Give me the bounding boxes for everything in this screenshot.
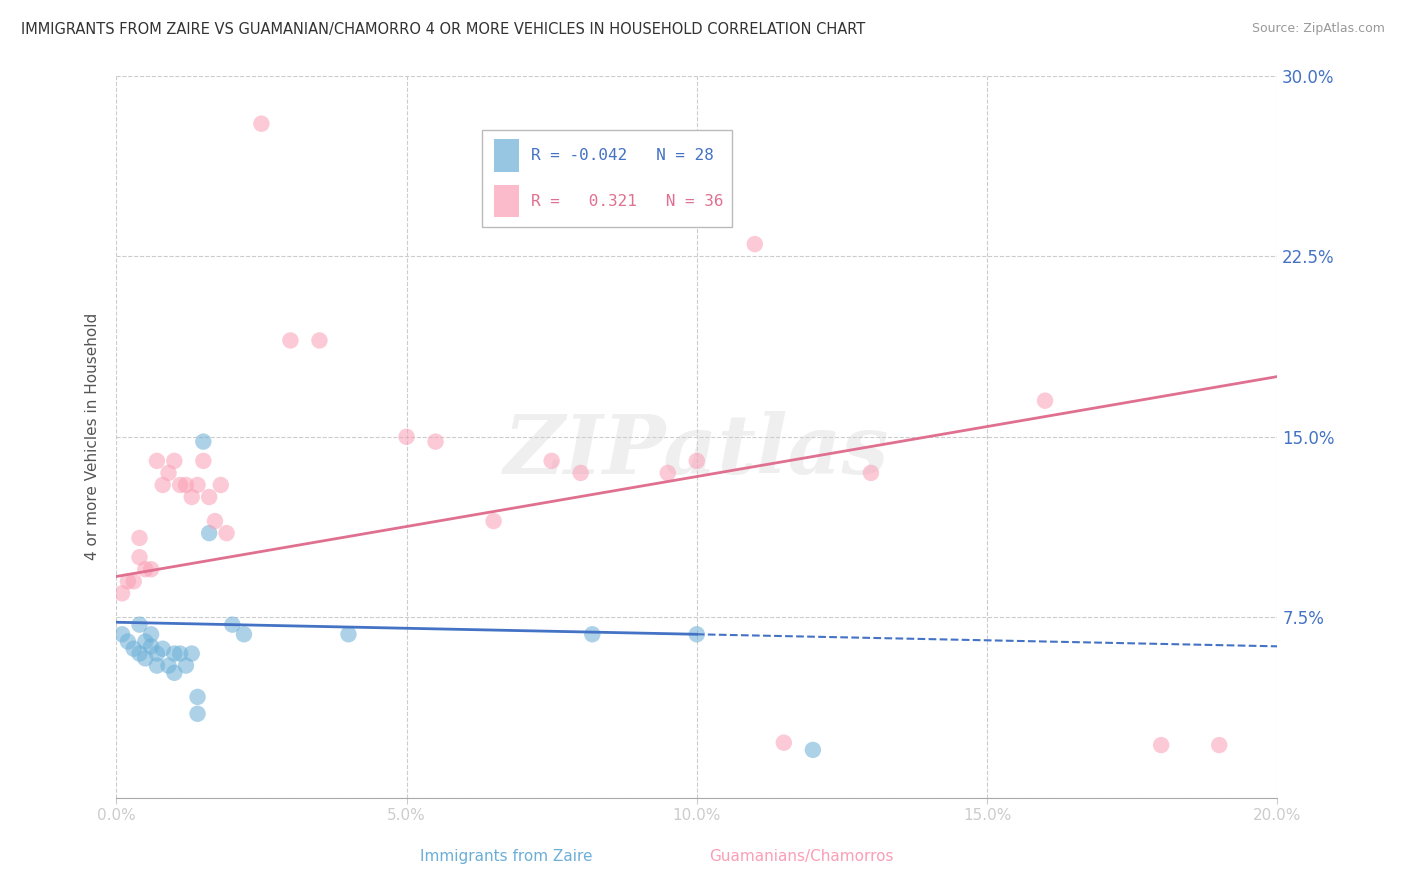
Point — [163, 647, 186, 661]
Point — [186, 690, 208, 704]
Text: R = -0.042   N = 28: R = -0.042 N = 28 — [530, 148, 714, 163]
Point — [198, 490, 221, 504]
Point — [180, 490, 202, 504]
Point — [337, 627, 360, 641]
Point — [1150, 738, 1173, 752]
Point — [152, 478, 174, 492]
Point — [1208, 738, 1230, 752]
Point — [146, 647, 169, 661]
Point — [152, 641, 174, 656]
Point — [174, 658, 197, 673]
Point — [221, 617, 243, 632]
Y-axis label: 4 or more Vehicles in Household: 4 or more Vehicles in Household — [86, 313, 100, 560]
Text: Immigrants from Zaire: Immigrants from Zaire — [420, 849, 592, 863]
Point — [193, 434, 215, 449]
Text: R =   0.321   N = 36: R = 0.321 N = 36 — [530, 194, 723, 209]
Point — [686, 454, 709, 468]
Point — [128, 550, 150, 565]
Point — [233, 627, 256, 641]
Point — [134, 562, 156, 576]
Point — [540, 454, 562, 468]
Point — [117, 634, 139, 648]
Point — [146, 658, 169, 673]
Text: IMMIGRANTS FROM ZAIRE VS GUAMANIAN/CHAMORRO 4 OR MORE VEHICLES IN HOUSEHOLD CORR: IMMIGRANTS FROM ZAIRE VS GUAMANIAN/CHAMO… — [21, 22, 865, 37]
Point — [146, 454, 169, 468]
Point — [581, 627, 603, 641]
Point — [169, 647, 191, 661]
Point — [215, 526, 238, 541]
Point — [157, 658, 180, 673]
Point — [128, 531, 150, 545]
Point — [117, 574, 139, 589]
Bar — [494, 139, 519, 171]
Point — [204, 514, 226, 528]
Point — [859, 466, 882, 480]
Point — [157, 466, 180, 480]
Bar — [494, 185, 519, 218]
Point — [308, 334, 330, 348]
Point — [569, 466, 592, 480]
Point — [686, 627, 709, 641]
Point — [128, 617, 150, 632]
Point — [186, 706, 208, 721]
Point — [744, 237, 766, 252]
Bar — [482, 129, 731, 227]
Point — [122, 641, 145, 656]
Point — [111, 586, 134, 600]
Point — [657, 466, 679, 480]
Point — [180, 647, 202, 661]
Point — [250, 117, 273, 131]
Point — [1033, 393, 1056, 408]
Point — [122, 574, 145, 589]
Point — [163, 665, 186, 680]
Point — [395, 430, 418, 444]
Point — [139, 627, 162, 641]
Point — [209, 478, 232, 492]
Point — [128, 647, 150, 661]
Point — [111, 627, 134, 641]
Point — [801, 743, 824, 757]
Text: Guamanians/Chamorros: Guamanians/Chamorros — [709, 849, 894, 863]
Point — [198, 526, 221, 541]
Point — [134, 634, 156, 648]
Point — [174, 478, 197, 492]
Point — [425, 434, 447, 449]
Point — [773, 736, 796, 750]
Point — [482, 514, 505, 528]
Point — [186, 478, 208, 492]
Point — [169, 478, 191, 492]
Point — [193, 454, 215, 468]
Point — [134, 651, 156, 665]
Point — [139, 562, 162, 576]
Text: ZIPatlas: ZIPatlas — [503, 411, 890, 491]
Point — [163, 454, 186, 468]
Text: Source: ZipAtlas.com: Source: ZipAtlas.com — [1251, 22, 1385, 36]
Point — [280, 334, 302, 348]
Point — [139, 640, 162, 654]
